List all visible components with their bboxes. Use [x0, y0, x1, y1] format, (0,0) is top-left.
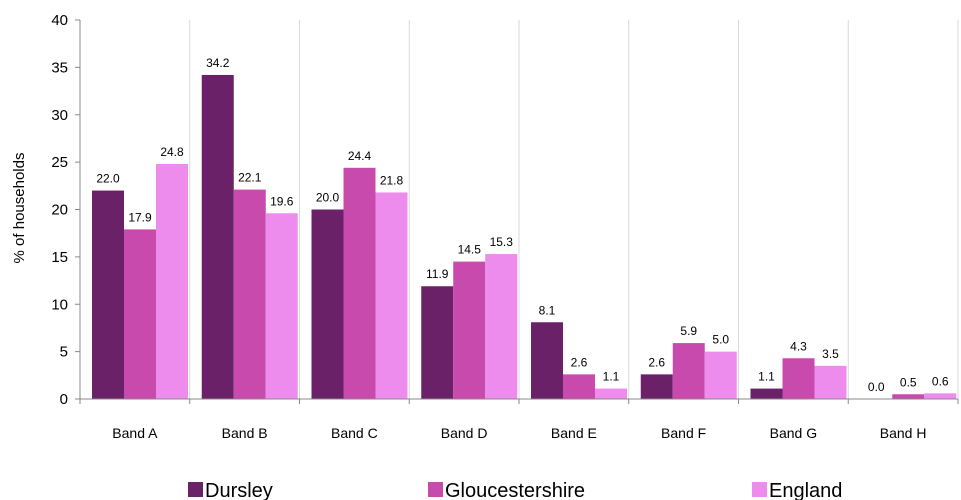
bar	[595, 388, 627, 399]
bar	[485, 254, 518, 399]
legend-swatch	[428, 482, 443, 497]
data-label: 11.9	[426, 267, 449, 281]
legend-swatch	[188, 482, 203, 497]
bar	[453, 261, 486, 399]
bar	[782, 358, 815, 399]
x-tick-label: Band H	[880, 425, 927, 441]
bar	[375, 192, 408, 399]
y-tick-label: 25	[51, 154, 68, 171]
bar	[124, 229, 156, 399]
data-label: 24.4	[348, 149, 372, 163]
grid	[189, 20, 959, 399]
x-tick-label: Band E	[551, 425, 597, 441]
x-tick-label: Band C	[331, 425, 378, 441]
bar	[233, 189, 266, 399]
data-label: 15.3	[490, 235, 514, 249]
y-tick-label: 10	[51, 296, 68, 313]
x-tick-label: Band G	[770, 425, 817, 441]
data-label: 17.9	[128, 210, 152, 224]
bar	[201, 74, 234, 399]
data-label: 22.0	[96, 172, 120, 186]
data-labels: 22.0 17.9 24.8 34.2 22.1 19.6 20.0 24.4 21.8 11.9…	[96, 56, 949, 394]
bar	[750, 388, 783, 399]
y-tick-label: 20	[51, 202, 68, 219]
legend-label: Gloucestershire	[445, 480, 585, 500]
data-label: 8.1	[539, 303, 556, 317]
data-label: 22.1	[238, 171, 262, 185]
legend-label: England	[769, 480, 842, 500]
data-label: 2.6	[648, 355, 665, 369]
x-tick-label: Band B	[222, 425, 268, 441]
y-tick-label: 30	[51, 107, 68, 124]
data-label: 1.1	[758, 370, 775, 384]
legend-label: Dursley	[205, 480, 273, 500]
y-tick-label: 35	[51, 59, 68, 76]
data-label: 19.6	[270, 194, 294, 208]
bar	[343, 167, 376, 399]
data-label: 24.8	[160, 145, 184, 159]
data-label: 2.6	[571, 355, 588, 369]
data-label: 21.8	[380, 173, 404, 187]
data-label: 14.5	[458, 243, 482, 257]
data-label: 0.5	[900, 375, 917, 389]
bar	[92, 190, 124, 399]
axes: 0 5 10 15 20 25 30 35 40 Band A Band B Band C Band D…	[51, 12, 959, 441]
data-label: 0.0	[868, 380, 885, 394]
legend: Dursley Gloucestershire England	[188, 480, 842, 500]
bar	[421, 286, 454, 399]
x-tick-label: Band D	[441, 425, 488, 441]
y-axis-title: % of households	[11, 153, 28, 264]
data-label: 0.6	[932, 374, 949, 388]
legend-swatch	[752, 482, 767, 497]
data-label: 34.2	[206, 56, 230, 70]
bar	[814, 365, 847, 399]
bar	[531, 322, 563, 399]
y-tick-label: 0	[60, 391, 68, 408]
y-tick-label: 15	[51, 249, 68, 266]
bar	[265, 213, 298, 399]
data-label: 5.9	[680, 324, 697, 338]
data-label: 5.0	[712, 333, 729, 347]
bar	[640, 374, 673, 399]
data-label: 3.5	[822, 347, 839, 361]
data-label: 4.3	[790, 339, 807, 353]
bar	[892, 394, 925, 399]
x-tick-label: Band A	[112, 425, 158, 441]
data-label: 20.0	[316, 191, 340, 205]
bar	[156, 164, 188, 399]
data-label: 1.1	[603, 370, 620, 384]
bar	[563, 374, 595, 399]
y-tick-label: 40	[51, 12, 68, 29]
bar	[311, 209, 344, 399]
x-tick-label: Band F	[661, 425, 706, 441]
bar	[704, 351, 737, 399]
bar	[924, 393, 957, 399]
bar	[672, 343, 705, 399]
bars	[92, 74, 957, 399]
y-tick-label: 5	[60, 344, 68, 361]
